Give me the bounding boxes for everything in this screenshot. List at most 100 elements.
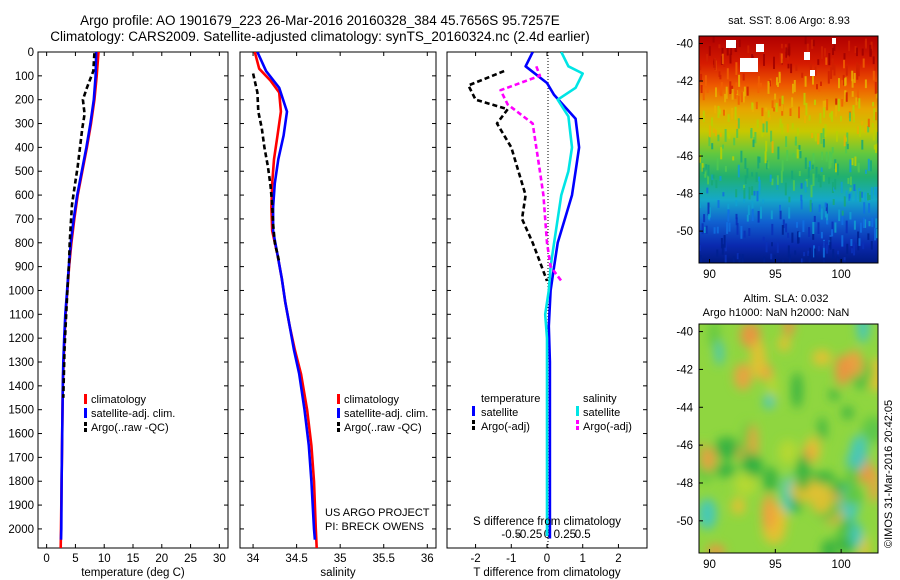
- sst-texture-mark: [808, 115, 811, 121]
- sst-texture-mark: [742, 91, 745, 103]
- sst-texture-mark: [819, 112, 822, 124]
- sst-texture-mark: [857, 162, 860, 171]
- map-y-tick-label: -44: [676, 114, 693, 126]
- sst-texture-mark: [727, 203, 730, 213]
- sst-texture-mark: [800, 183, 803, 189]
- sst-texture-mark: [829, 151, 832, 162]
- sst-texture-mark: [705, 225, 708, 234]
- sst-texture-mark: [857, 231, 860, 245]
- sst-texture-mark: [701, 163, 704, 172]
- sdiff-tick-label: -0.25: [516, 529, 542, 541]
- sla-texture-blob: [734, 473, 758, 496]
- sst-texture-mark: [796, 127, 799, 136]
- sst-texture-mark: [748, 186, 751, 200]
- sst-texture-mark: [774, 93, 777, 100]
- sst-texture-mark: [856, 47, 858, 57]
- sla-texture-blob: [837, 525, 850, 539]
- sst-texture-mark: [822, 255, 825, 263]
- sst-texture-mark: [854, 46, 857, 53]
- sst-texture-mark: [737, 95, 740, 105]
- sst-texture-mark: [818, 86, 821, 92]
- sst-texture-mark: [734, 90, 737, 99]
- sst-texture-mark: [836, 163, 839, 176]
- series-argo-raw-qc-: [251, 73, 281, 263]
- sla-texture-blob: [841, 406, 854, 420]
- sst-texture-mark: [856, 126, 859, 134]
- legend-swatch-satellite-adj: [84, 408, 87, 418]
- sst-texture-mark: [809, 199, 812, 212]
- sla-texture-blob: [731, 497, 746, 515]
- sst-texture-mark: [868, 194, 871, 200]
- sst-texture-mark: [812, 39, 815, 47]
- x-tick-label: 10: [98, 553, 111, 565]
- sst-texture-mark: [799, 151, 802, 159]
- sst-texture-mark: [702, 87, 705, 101]
- depth-tick-label: 0: [28, 47, 34, 59]
- sst-texture-mark: [864, 40, 867, 47]
- sst-texture-mark: [875, 186, 878, 198]
- sla-texture-blob: [699, 498, 717, 530]
- sst-texture-mark: [735, 200, 738, 207]
- sst-texture-mark: [726, 68, 729, 80]
- sst-texture-mark: [872, 56, 875, 65]
- sst-texture-mark: [704, 171, 707, 178]
- x-tick-label: 0: [544, 553, 550, 565]
- sst-texture-mark: [814, 248, 817, 259]
- legend-swatch-sal-argo-2: [576, 426, 579, 430]
- sst-texture-mark: [778, 98, 781, 107]
- sst-texture-mark: [793, 80, 796, 93]
- sst-texture-mark: [775, 102, 778, 112]
- sst-texture-mark: [780, 43, 783, 49]
- sst-texture-mark: [736, 253, 739, 260]
- sst-texture-mark: [803, 92, 806, 106]
- sst-texture-mark: [808, 253, 811, 263]
- sst-texture-mark: [826, 99, 829, 111]
- sst-texture-mark: [711, 117, 713, 127]
- sst-texture-mark: [706, 54, 709, 62]
- sst-texture-mark: [857, 65, 860, 77]
- sst-texture-mark: [849, 187, 852, 193]
- sst-texture-mark: [736, 120, 739, 133]
- legend-swatch-climatology: [84, 394, 87, 404]
- sla-map-frame: [698, 323, 879, 554]
- sst-texture-mark: [791, 123, 794, 130]
- sst-texture-mark: [804, 36, 807, 45]
- sst-texture-mark: [851, 79, 854, 88]
- sst-texture-mark: [867, 192, 869, 201]
- sst-texture-mark: [819, 175, 822, 188]
- sst-texture-mark: [807, 167, 810, 179]
- sst-texture-mark: [744, 175, 747, 184]
- x-tick-label: 34.5: [285, 553, 307, 565]
- sst-texture-mark: [848, 40, 851, 52]
- sst-texture-mark: [834, 222, 837, 233]
- sst-texture-mark: [867, 158, 870, 171]
- sst-texture-mark: [853, 220, 856, 230]
- map-y-tick-label: -46: [676, 151, 693, 163]
- sst-texture-mark: [702, 110, 705, 123]
- sst-texture-mark: [729, 53, 732, 64]
- sst-texture-mark: [727, 114, 730, 122]
- sst-texture-mark: [752, 139, 755, 148]
- sst-missing-data-patch: [832, 38, 836, 44]
- legend-label-climatology: climatology: [91, 394, 147, 406]
- sla-texture-blob: [714, 436, 740, 460]
- series-temperature-argo-adj-: [467, 69, 549, 282]
- sla-texture-blob: [791, 372, 803, 409]
- sst-texture-mark: [758, 183, 761, 195]
- sst-texture-mark: [875, 218, 878, 229]
- x-tick-label: 5: [72, 553, 78, 565]
- sst-texture-mark: [874, 227, 877, 241]
- sst-texture-mark: [778, 71, 781, 84]
- salinity-legend: climatology satellite-adj. clim. Argo(..…: [337, 394, 428, 434]
- sla-texture-blob: [849, 435, 868, 471]
- sst-texture-mark: [779, 52, 782, 65]
- sst-texture-mark: [867, 126, 870, 133]
- sst-texture-mark: [802, 220, 805, 232]
- sla-texture-blob: [708, 324, 720, 349]
- sst-texture-mark: [782, 219, 785, 229]
- map-x-tick-label: 100: [832, 559, 851, 571]
- sst-texture-mark: [864, 125, 867, 133]
- sst-texture-mark: [711, 143, 714, 150]
- sst-texture-mark: [740, 92, 743, 103]
- legend-swatch-sal-argo-1: [576, 420, 579, 424]
